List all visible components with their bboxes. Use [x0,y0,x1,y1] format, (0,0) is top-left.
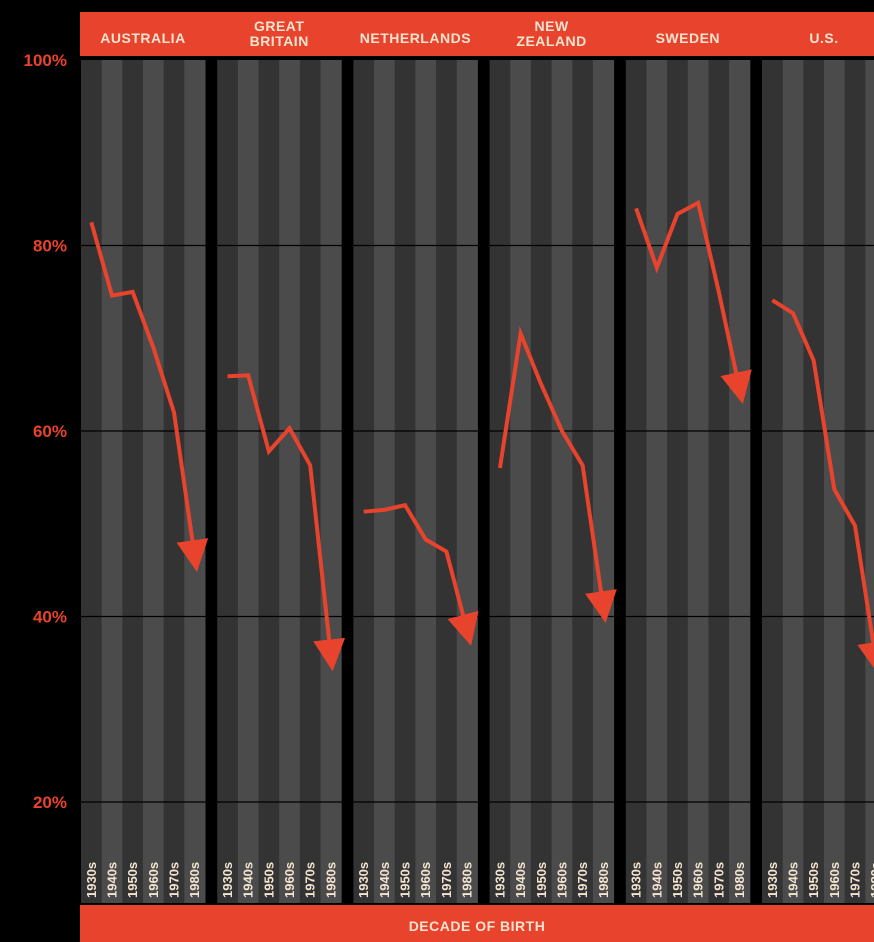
panel-band [865,60,874,903]
x-tick-label: 1940s [377,862,392,898]
x-tick-label: 1930s [765,862,780,898]
panel-netherlands: NETHERLANDS 1930s 1940s 1950s 1960s 1970s 1980… [353,30,478,903]
panel-great-britain: GREAT BRITAIN 1930s 1940s 1950s 1960s 1970s 198… [217,18,342,903]
series-line [497,326,617,624]
panel-band [394,60,416,903]
x-tick-label: 1950s [670,862,685,898]
x-tick-label: 1960s [282,862,297,898]
panel-band [374,60,396,903]
panel-band [782,60,804,903]
x-tick-label: 1960s [146,862,161,898]
panel-band [320,60,342,903]
x-tick-label: 1930s [356,862,371,898]
y-tick-label: 40% [33,608,67,627]
panel-band [122,60,144,903]
x-tick-label: 1960s [554,862,569,898]
panel-band [687,60,709,903]
panel-title: AUSTRALIA [100,30,185,46]
panel-band [708,60,730,903]
y-tick-label: 60% [33,422,67,441]
panel-band [217,60,239,903]
panel-band [353,60,375,903]
x-tick-label: 1970s [848,862,863,898]
panel-title: U.S. [809,30,838,46]
panel-title: NEW ZEALAND [516,18,586,49]
series-line [363,502,479,646]
series-line [89,221,209,573]
x-tick-label: 1950s [534,862,549,898]
panel-band [530,60,553,903]
x-tick-label: 1940s [649,862,664,898]
x-tick-label: 1970s [439,862,454,898]
panel-band [646,60,668,903]
x-tick-label: 1930s [629,862,644,898]
x-tick-label: 1960s [827,862,842,898]
x-tick-label: 1970s [167,862,182,898]
series-line [634,199,752,404]
x-tick-label: 1960s [418,862,433,898]
x-tick-label: 1980s [596,862,611,898]
panel-new-zealand: NEW ZEALAND 1930s 1940s 1950s 1960s 1970s 1980s [489,18,615,903]
header-banner [80,12,874,56]
x-tick-label: 1980s [187,862,202,898]
panel-band [729,60,751,903]
panel-band [81,60,103,903]
x-tick-label: 1980s [732,862,747,898]
x-tick-label: 1950s [398,862,413,898]
x-tick-label: 1930s [492,862,507,898]
x-tick-label: 1950s [261,862,276,898]
footer-banner [80,905,874,942]
panel-u-s: U.S. 1930s 1940s 1950s 1960s 1970s 1980s [762,30,874,903]
panel-band [844,60,866,903]
panel-band [101,60,123,903]
x-tick-label: 1940s [513,862,528,898]
x-tick-label: 1950s [806,862,821,898]
panel-band [592,60,615,903]
panel-band [258,60,280,903]
x-tick-label: 1940s [105,862,120,898]
panel-band [489,60,511,903]
panel-band [762,60,784,903]
x-tick-label: 1980s [460,862,475,898]
x-tick-label: 1930s [220,862,235,898]
y-tick-label: 80% [33,237,67,256]
x-tick-label: 1980s [868,862,874,898]
x-tick-label: 1970s [711,862,726,898]
panel-band [572,60,594,903]
panel-band [415,60,437,903]
x-tick-label: 1930s [84,862,99,898]
x-tick-label: 1980s [323,862,338,898]
panel-band [551,60,573,903]
series-line [227,373,346,672]
panel-band [667,60,689,903]
y-tick-label: 100% [24,51,67,70]
panel-band [510,60,532,903]
panel-band [163,60,185,903]
panel-australia: AUSTRALIA 1930s 1940s 1950s 1960s 1970s 1980s [81,30,206,903]
panel-band [143,60,165,903]
panel-band [625,60,647,903]
x-tick-label: 1960s [691,862,706,898]
x-tick-label: 1940s [786,862,801,898]
x-tick-label: 1970s [575,862,590,898]
panel-band [456,60,478,903]
y-tick-label: 20% [33,793,67,812]
x-tick-label: 1970s [303,862,318,898]
panel-band [279,60,301,903]
series-line [771,298,874,675]
panel-sweden: SWEDEN 1930s 1940s 1950s 1960s 1970s 1980s [625,30,751,903]
panel-title: SWEDEN [656,30,720,46]
panel-band [184,60,206,903]
panel-band [436,60,458,903]
panel-band [803,60,825,903]
panel-title: GREAT BRITAIN [250,18,309,49]
panel-band [237,60,260,903]
x-axis-label: DECADE OF BIRTH [409,918,546,934]
x-tick-label: 1950s [125,862,140,898]
x-tick-label: 1940s [241,862,256,898]
panel-title: NETHERLANDS [360,30,471,46]
